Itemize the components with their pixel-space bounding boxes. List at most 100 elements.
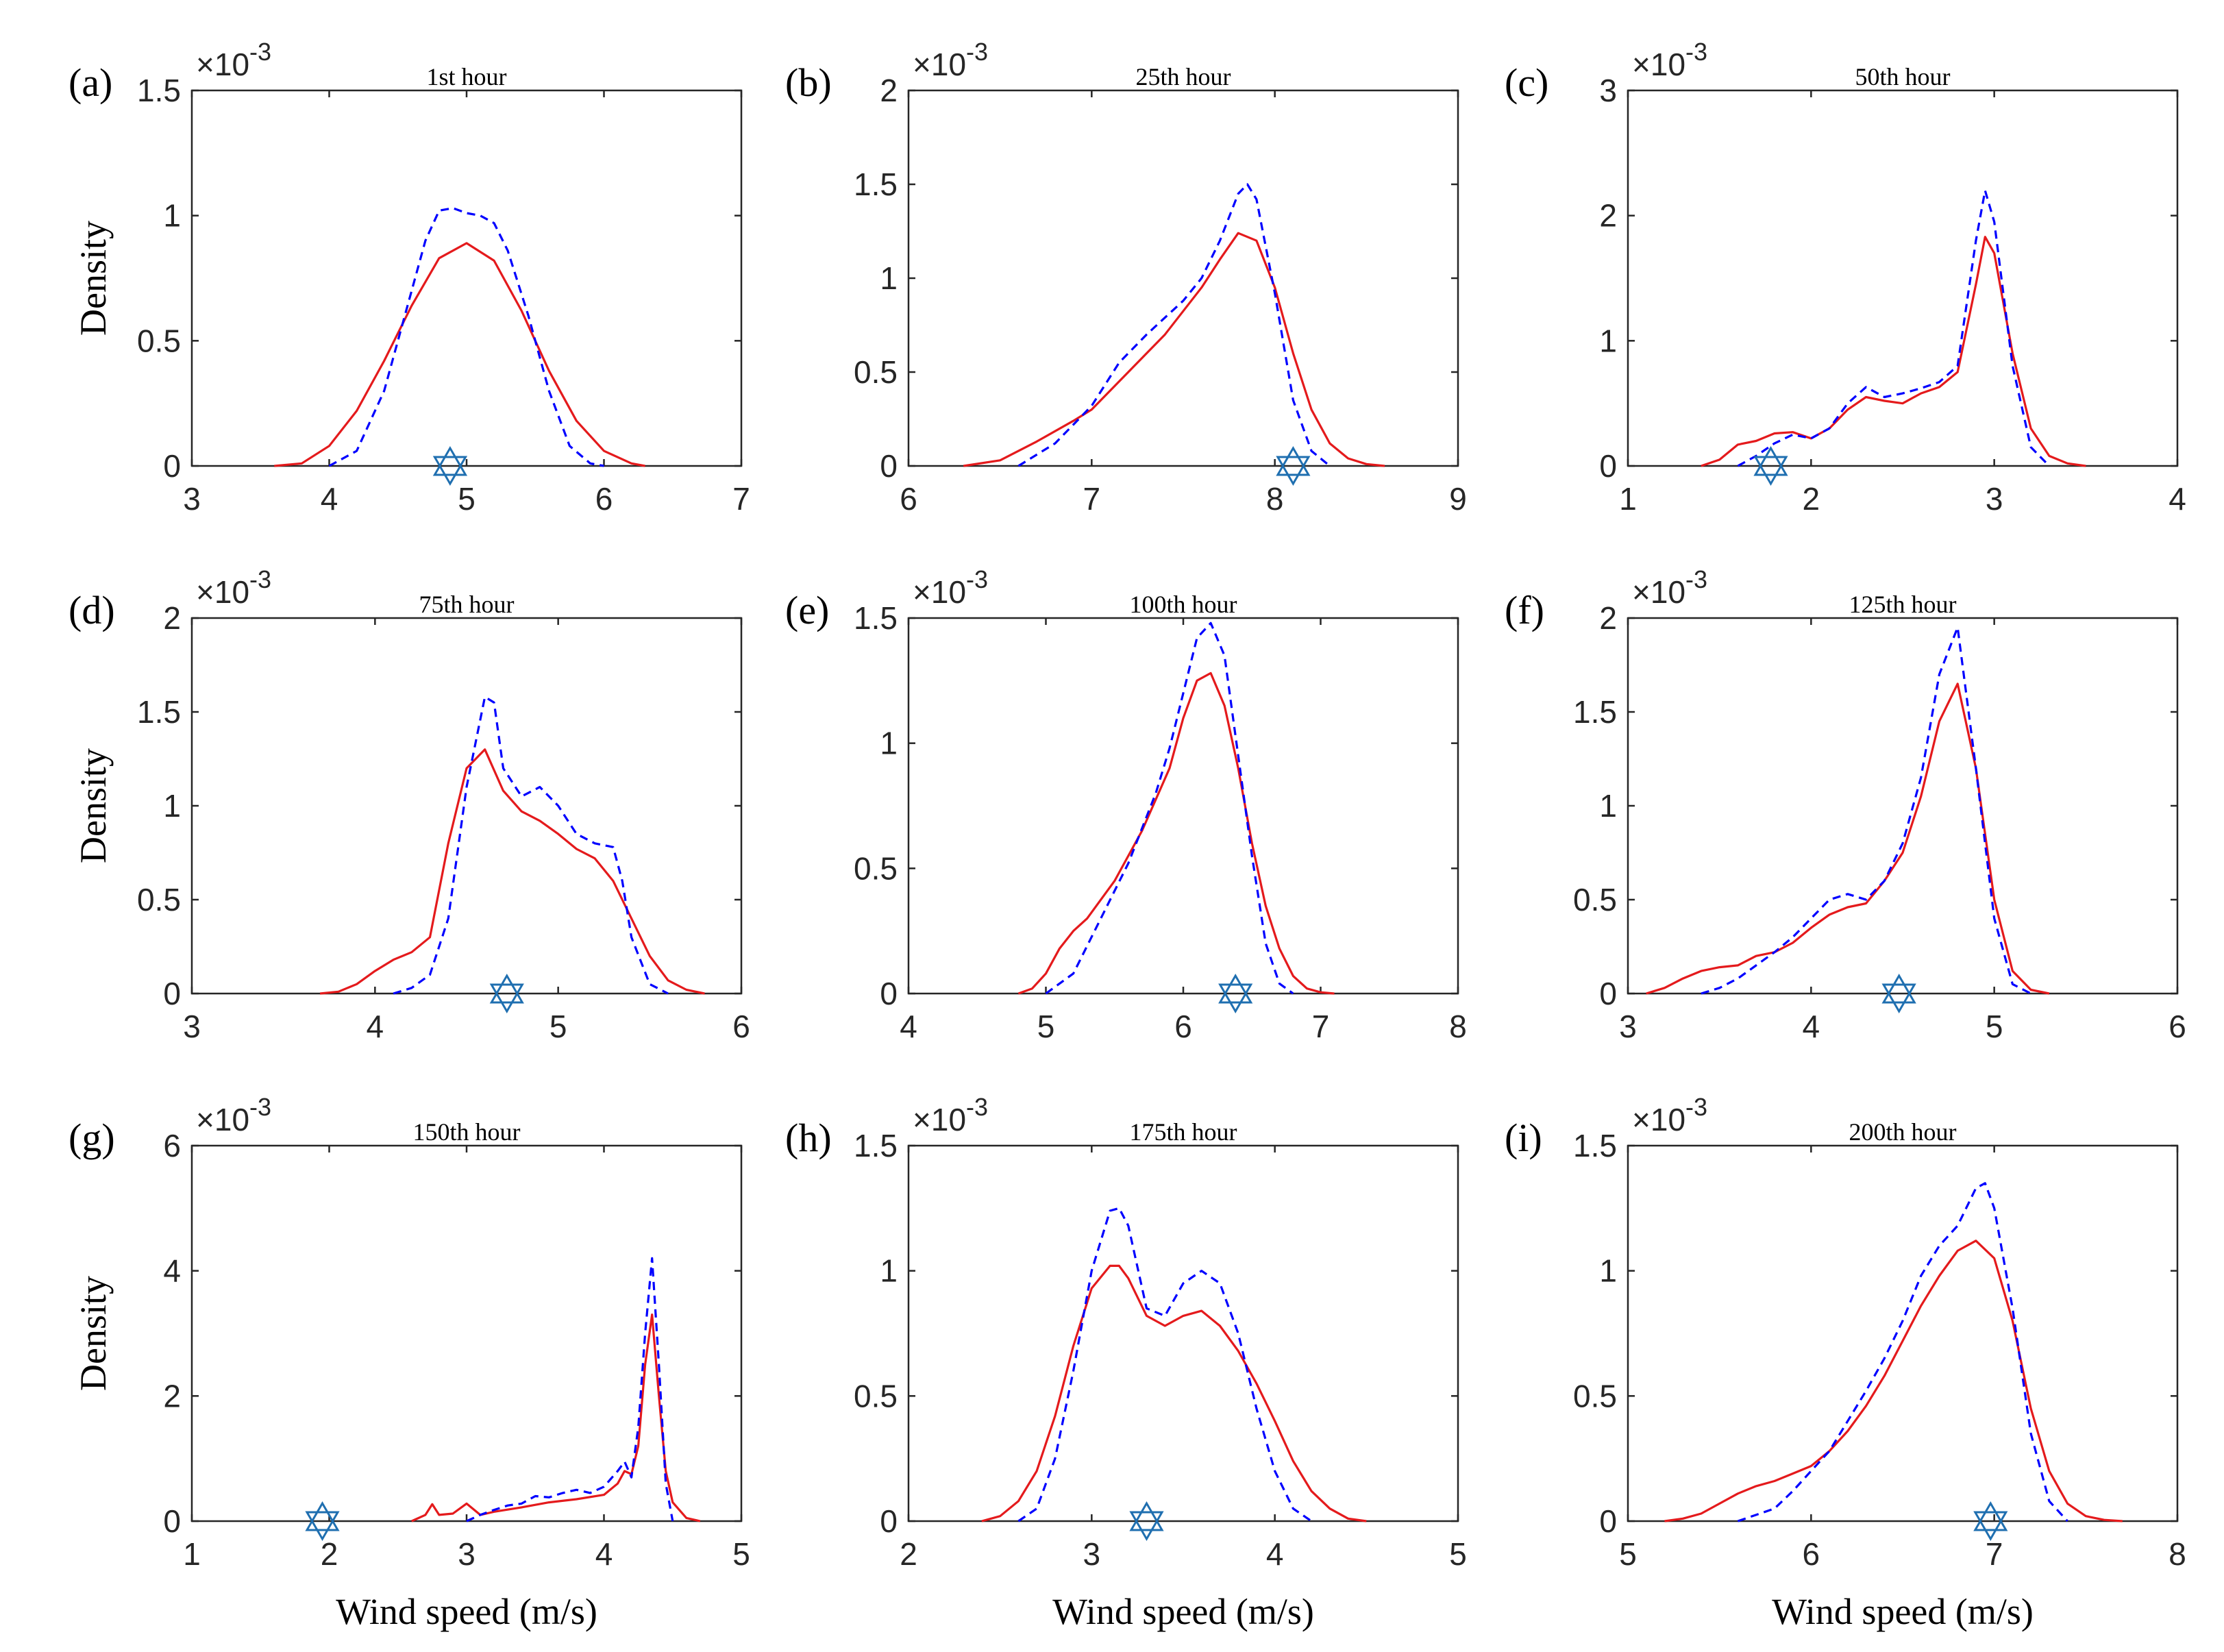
exponent-base: ×10 [1632,47,1685,82]
x-tick-label: 6 [595,481,613,517]
x-tick-label: 5 [1986,1009,2003,1044]
exponent-power: -3 [249,1093,271,1121]
panel-title: 175th hour [1130,1118,1237,1146]
y-tick-label: 2 [880,73,898,108]
exponent-power: -3 [1685,38,1707,66]
star-marker-down [1753,456,1788,486]
exponent-base: ×10 [913,1102,966,1137]
panel-b: 6 7 8 9 0 0.5 1 1.5 2 ×10-3 25th hour (b) [785,38,1467,517]
y-tick-label: 1.5 [854,1128,898,1163]
star-marker [1881,974,1916,1013]
series-line-solid [1646,682,2050,995]
panel-label: (d) [69,588,115,632]
panel-title: 50th hour [1855,63,1951,90]
star-marker [1276,445,1311,486]
y-tick-label: 0 [880,1503,898,1539]
x-tick-label: 3 [1619,1009,1637,1044]
x-tick-label: 4 [595,1536,613,1572]
y-axis-label: Density [73,748,114,863]
y-tick-label: 1 [880,1253,898,1289]
panel-title: 200th hour [1849,1118,1957,1146]
exponent-power: -3 [1685,1093,1707,1121]
x-axis-label: Wind speed (m/s) [1052,1591,1314,1632]
series-line-solid [1664,1240,2123,1522]
y-exponent: ×10-3 [196,565,271,610]
y-tick-label: 1 [163,788,181,824]
panel-a: 3 4 5 6 7 0 0.5 1 1.5 ×10-3 1st hour (a) Density [69,38,750,517]
y-tick-label: 2 [1599,198,1617,234]
series-line-solid [963,232,1385,467]
star-marker-up [432,446,468,476]
panel-label: (g) [69,1115,115,1160]
series-line-solid [411,1314,701,1522]
y-tick-label: 1.5 [137,73,181,108]
y-exponent: ×10-3 [913,565,988,610]
series-line-solid [981,1264,1367,1522]
axes-box [190,617,743,995]
exponent-base: ×10 [913,47,966,82]
axes-box [907,617,1459,995]
star-marker-down [1276,456,1311,486]
panel-title: 1st hour [427,63,507,90]
star-marker-down [1973,1511,2008,1542]
star-marker [1129,1501,1164,1542]
y-tick-label: 3 [1599,73,1617,108]
y-tick-label: 0 [1599,976,1617,1011]
y-tick-label: 0 [1599,1503,1617,1539]
star-marker-up [1129,1501,1164,1531]
y-tick-label: 0 [1599,448,1617,484]
star-marker [305,1501,340,1542]
x-tick-label: 4 [1266,1536,1284,1572]
exponent-base: ×10 [196,47,249,82]
panel-title: 125th hour [1849,591,1957,618]
y-tick-label: 1 [880,726,898,761]
panel-label: (i) [1505,1115,1542,1160]
exponent-base: ×10 [1632,574,1685,610]
y-tick-label: 0.5 [1573,1378,1617,1414]
star-marker [1973,1501,2008,1542]
y-tick-label: 1 [1599,1253,1617,1289]
series-line-solid [1017,671,1335,995]
y-tick-label: 2 [1599,600,1617,636]
y-tick-label: 0 [880,448,898,484]
x-tick-label: 7 [732,481,750,517]
x-tick-label: 4 [1803,1009,1820,1044]
y-tick-label: 0 [880,976,898,1011]
series-line-dashed [1737,189,2051,467]
x-tick-label: 8 [1266,481,1284,517]
panel-i: 5 6 7 8 0 0.5 1 1.5 ×10-3 200th hour (i) Wind speed… [1505,1093,2186,1632]
series-line-dashed [466,1257,674,1522]
x-tick-label: 4 [900,1009,917,1044]
x-tick-label: 2 [321,1536,338,1572]
y-tick-label: 1.5 [1573,1128,1617,1163]
x-axis-label: Wind speed (m/s) [1772,1591,2034,1632]
series-line-solid [1701,236,2086,467]
panel-label: (e) [785,588,829,632]
x-tick-label: 3 [458,1536,475,1572]
y-tick-label: 1 [163,198,181,234]
axes-box [907,89,1459,467]
star-marker-up [1753,445,1788,476]
x-tick-label: 2 [1803,481,1820,517]
axes-box [1627,1144,2179,1522]
exponent-power: -3 [1685,565,1707,593]
series-line-dashed [1017,183,1331,467]
star-marker [1218,973,1253,1014]
panel-label: (h) [785,1115,832,1160]
star-marker-down [305,1511,340,1542]
y-exponent: ×10-3 [196,38,271,82]
x-tick-label: 5 [1037,1009,1055,1044]
series-line-dashed [1737,1182,2068,1522]
y-tick-label: 2 [163,1378,181,1414]
y-tick-label: 1.5 [854,167,898,202]
y-tick-label: 0.5 [137,882,181,917]
star-marker-down [1129,1511,1164,1542]
series-line-solid [274,242,645,467]
x-tick-label: 6 [2169,1009,2186,1044]
star-marker-down [432,456,468,486]
exponent-power: -3 [966,565,988,593]
panel-label: (f) [1505,588,1544,632]
series-line-dashed [1045,621,1294,995]
y-tick-label: 0.5 [137,323,181,358]
x-tick-label: 3 [1986,481,2003,517]
